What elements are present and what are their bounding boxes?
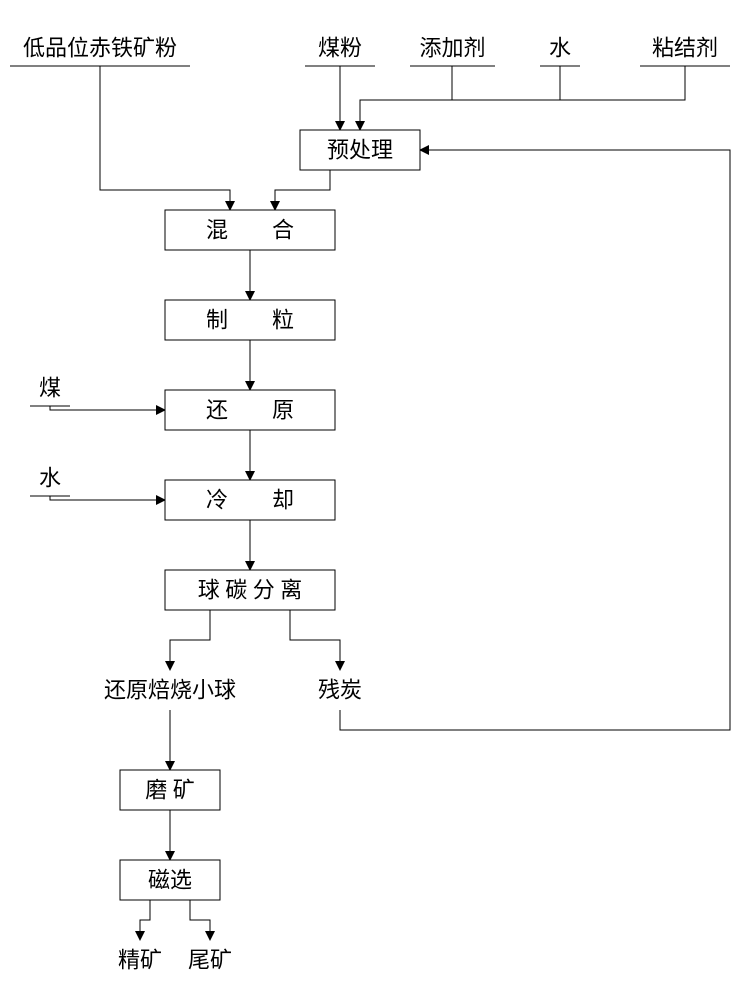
edge-pretreatment-mixing (275, 170, 330, 210)
text-roasted_pellets: 还原焙烧小球 (104, 678, 236, 703)
text-nodes: 还原焙烧小球 残炭精矿 尾矿 (104, 678, 362, 973)
edge-magnetic-concentrate (140, 900, 150, 940)
process-mixing: 混 合 (165, 210, 335, 250)
edge-separation-residual_carbon (290, 610, 340, 670)
edge-coal_side-reduction (50, 406, 165, 410)
process-mixing-label: 混 合 (206, 218, 294, 243)
input-coal_side-label: 煤 (39, 376, 61, 401)
edge-additive-pretreatment (360, 66, 452, 130)
input-water_side: 水 (30, 466, 70, 497)
process-grinding-label: 磨 矿 (145, 778, 195, 803)
inputs: 低品位赤铁矿粉煤粉添加剂水粘结剂煤水 (10, 36, 730, 497)
input-hematite: 低品位赤铁矿粉 (10, 36, 190, 67)
input-coal_powder: 煤粉 (305, 36, 375, 67)
process-separation-label: 球 碳 分 离 (198, 578, 303, 603)
edge-water_side-cooling (50, 496, 165, 500)
process-pelletizing: 制 粒 (165, 300, 335, 340)
edge-binder-pretreatment (360, 66, 685, 100)
edge-magnetic-tailings (190, 900, 210, 940)
edge-residual_carbon-pretreatment (340, 150, 730, 730)
input-coal_powder-label: 煤粉 (318, 36, 362, 61)
process-pelletizing-label: 制 粒 (206, 308, 294, 333)
process-magnetic-label: 磁选 (148, 868, 192, 893)
process-reduction: 还 原 (165, 390, 335, 430)
process-pretreatment-label: 预处理 (327, 138, 393, 163)
input-water_side-label: 水 (39, 466, 61, 491)
input-hematite-label: 低品位赤铁矿粉 (23, 36, 177, 61)
process-cooling-label: 冷 却 (206, 488, 294, 513)
input-binder-label: 粘结剂 (652, 36, 718, 61)
input-water_top-label: 水 (549, 36, 571, 61)
process-grinding: 磨 矿 (120, 770, 220, 810)
edge-hematite-mixing (100, 66, 230, 210)
text-residual_carbon: 残炭 (318, 678, 362, 703)
process-reduction-label: 还 原 (206, 398, 294, 423)
input-additive: 添加剂 (410, 36, 495, 67)
input-binder: 粘结剂 (640, 36, 730, 67)
edge-water_top-pretreatment (360, 66, 560, 100)
input-additive-label: 添加剂 (419, 36, 485, 61)
process-separation: 球 碳 分 离 (165, 570, 335, 610)
edge-separation-roasted_pellets (170, 610, 210, 670)
input-water_top: 水 (540, 36, 580, 67)
process-cooling: 冷 却 (165, 480, 335, 520)
text-tailings: 尾矿 (188, 948, 232, 973)
input-coal_side: 煤 (30, 376, 70, 407)
text-concentrate: 精矿 (118, 948, 162, 973)
process-pretreatment: 预处理 (300, 130, 420, 170)
process-magnetic: 磁选 (120, 860, 220, 900)
process-boxes: 预处理混 合制 粒还 原冷 却球 碳 分 离磨 矿磁选 (120, 130, 420, 900)
